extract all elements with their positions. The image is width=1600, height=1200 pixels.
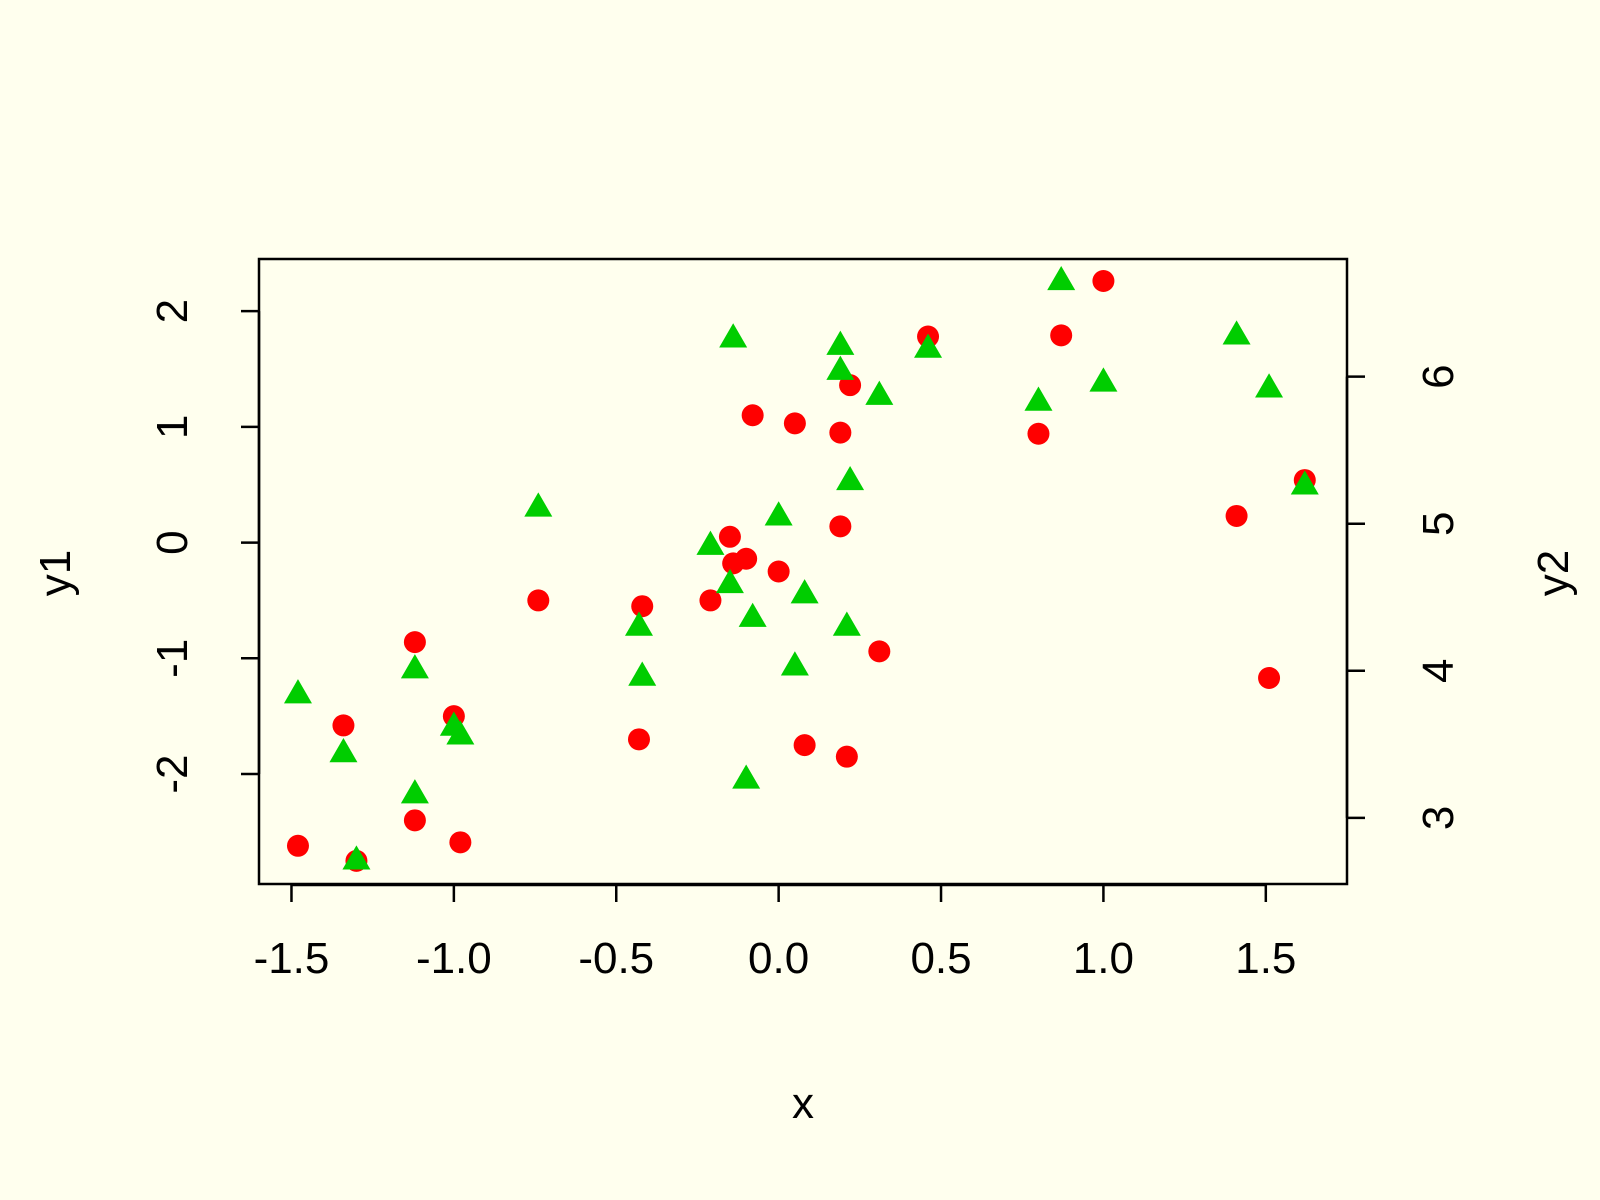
y-right-tick-label: 5 xyxy=(1414,511,1463,535)
y1-point xyxy=(332,714,355,737)
y2-point xyxy=(865,380,894,405)
y1-point xyxy=(403,631,426,654)
y2-point xyxy=(719,323,748,348)
y2-point xyxy=(400,779,429,804)
y1-point xyxy=(627,728,650,751)
y1-point xyxy=(403,809,426,832)
x-tick-label: 1.5 xyxy=(1235,934,1296,983)
x-tick-label: -1.5 xyxy=(254,934,330,983)
y2-point xyxy=(400,654,429,679)
y-right-tick-label: 4 xyxy=(1414,659,1463,683)
x-tick-label: -0.5 xyxy=(578,934,654,983)
x-tick-label: 0.5 xyxy=(910,934,971,983)
y2-point xyxy=(696,530,725,555)
y1-point xyxy=(829,421,852,444)
y1-point xyxy=(783,412,806,435)
y2-point xyxy=(836,465,865,491)
y1-point xyxy=(1050,324,1073,347)
y2-point xyxy=(283,679,312,704)
y1-point xyxy=(835,745,858,768)
y1-point xyxy=(868,640,891,663)
y2-point xyxy=(1255,373,1284,398)
y-left-axis-title: y1 xyxy=(31,550,80,596)
y-left-tick-label: 0 xyxy=(148,530,197,554)
y1-point xyxy=(631,595,654,618)
y1-point xyxy=(829,515,852,538)
y1-point xyxy=(527,589,550,612)
y-right-tick-label: 3 xyxy=(1414,806,1463,830)
y2-point xyxy=(832,611,861,636)
y2-point xyxy=(1024,386,1053,411)
y2-point xyxy=(628,661,657,686)
y-left-tick-label: 2 xyxy=(148,299,197,323)
y1-point xyxy=(767,560,790,583)
y1-point xyxy=(718,525,741,548)
y2-point xyxy=(732,764,761,789)
y1-point xyxy=(793,734,816,757)
y-right-axis-title: y2 xyxy=(1529,550,1578,596)
y1-point xyxy=(741,404,764,427)
x-tick-label: -1.0 xyxy=(416,934,492,983)
x-axis-title: x xyxy=(792,1079,814,1128)
y2-point xyxy=(826,355,855,380)
y2-point xyxy=(524,492,553,517)
y2-point xyxy=(780,651,809,676)
y1-point xyxy=(1092,269,1115,292)
y2-point xyxy=(715,568,744,594)
y2-point xyxy=(764,501,793,526)
y-right-tick-label: 6 xyxy=(1414,364,1463,388)
y-left-tick-label: -2 xyxy=(148,754,197,793)
y1-point xyxy=(699,589,722,612)
y2-point xyxy=(1089,367,1118,392)
y2-point xyxy=(1222,320,1251,345)
y1-point xyxy=(1258,666,1281,689)
y1-point xyxy=(1225,504,1248,527)
x-tick-label: 0.0 xyxy=(748,934,809,983)
points-layer xyxy=(283,265,1319,872)
y2-point xyxy=(826,330,855,355)
y2-point xyxy=(1047,265,1076,291)
y2-point xyxy=(914,333,943,358)
y-left-tick-label: -1 xyxy=(148,639,197,678)
y2-point xyxy=(624,611,653,636)
y2-point xyxy=(446,720,475,745)
x-tick-label: 1.0 xyxy=(1073,934,1134,983)
axes-layer: -1.5 -1.0 -0.5 0.0 0.5 1.0 1.5 -2 -1 0 1 2 3 4 5 6 xyxy=(148,299,1463,983)
y1-point xyxy=(286,834,309,857)
y2-point xyxy=(790,579,819,604)
y1-point xyxy=(735,547,758,570)
y2-point xyxy=(738,602,767,627)
y2-point xyxy=(329,738,358,763)
y2-point xyxy=(1290,470,1319,495)
y2-point xyxy=(342,845,371,870)
y1-point xyxy=(449,831,472,854)
y-left-tick-label: 1 xyxy=(148,415,197,439)
y1-point xyxy=(1027,422,1050,445)
